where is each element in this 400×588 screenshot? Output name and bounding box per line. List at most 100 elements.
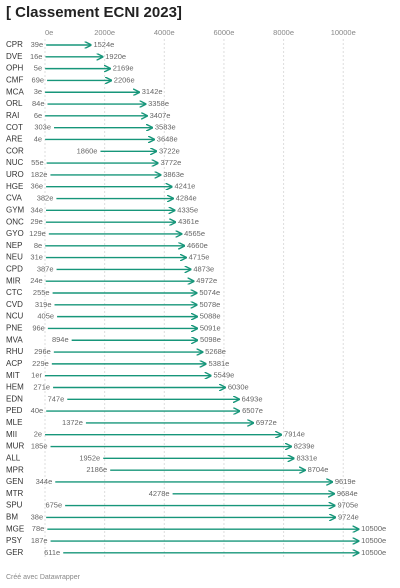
category-label: CVA xyxy=(6,194,23,203)
category-label: ONC xyxy=(6,217,24,226)
end-label: 5549e xyxy=(213,371,234,380)
x-tick-label: 8000e xyxy=(273,28,294,37)
start-label: 2e xyxy=(34,430,42,439)
category-label: MPR xyxy=(6,465,24,474)
end-label: 4361e xyxy=(178,217,199,226)
x-tick-label: 4000e xyxy=(154,28,175,37)
category-label: ALL xyxy=(6,453,21,462)
start-label: 6e xyxy=(34,111,42,120)
end-label: 4565e xyxy=(184,229,205,238)
start-label: 387e xyxy=(37,264,54,273)
start-label: 747e xyxy=(48,394,65,403)
category-label: MIT xyxy=(6,371,20,380)
start-label: 187e xyxy=(31,536,48,545)
category-label: MCA xyxy=(6,87,24,96)
category-label: CVD xyxy=(6,300,23,309)
end-label: 9619e xyxy=(335,477,356,486)
end-label: 9705e xyxy=(337,501,358,510)
x-tick-label: 0e xyxy=(45,28,53,37)
start-label: 38e xyxy=(31,512,44,521)
category-label: GYO xyxy=(6,229,24,238)
end-label: 8704e xyxy=(308,465,329,474)
start-label: 1er xyxy=(31,371,42,380)
end-label: 6507e xyxy=(242,406,263,415)
end-label: 8239e xyxy=(294,442,315,451)
start-label: 36e xyxy=(31,182,44,191)
end-label: 9724e xyxy=(338,512,359,521)
start-label: 675e xyxy=(45,501,62,510)
category-label: GEN xyxy=(6,477,24,486)
start-label: 611e xyxy=(44,548,60,557)
end-label: 5088e xyxy=(200,312,221,321)
end-label: 3648e xyxy=(157,134,178,143)
start-label: 182e xyxy=(31,170,48,179)
category-label: EDN xyxy=(6,394,23,403)
footer: Créé avec Datawrapper xyxy=(6,574,81,581)
category-label: HGE xyxy=(6,182,23,191)
end-label: 7914e xyxy=(284,430,305,439)
end-label: 4660e xyxy=(187,241,208,250)
end-label: 2169e xyxy=(113,64,134,73)
category-label: HEM xyxy=(6,383,24,392)
category-label: CPD xyxy=(6,264,23,273)
start-label: 303e xyxy=(34,123,51,132)
end-label: 3863e xyxy=(163,170,184,179)
end-label: 4241e xyxy=(174,182,195,191)
category-label: MGE xyxy=(6,524,24,533)
end-label: 6030e xyxy=(228,382,249,391)
start-label: 78e xyxy=(32,524,45,533)
category-label: GER xyxy=(6,548,24,557)
start-label: 296e xyxy=(34,347,51,356)
end-label: 4335e xyxy=(177,205,198,214)
category-label: CTC xyxy=(6,288,23,297)
start-label: 1952e xyxy=(79,453,100,462)
start-label: 1860e xyxy=(77,146,98,155)
category-label: MTR xyxy=(6,489,24,498)
start-label: 129e xyxy=(29,229,46,238)
end-label: 8331e xyxy=(296,453,317,462)
category-label: NUC xyxy=(6,158,24,167)
end-label: 10500e xyxy=(361,536,386,545)
start-label: 271e xyxy=(33,382,50,391)
category-label: DVE xyxy=(6,52,22,61)
start-label: 8e xyxy=(34,241,42,250)
start-label: 319e xyxy=(35,300,52,309)
category-label: OPH xyxy=(6,64,24,73)
start-label: 5e xyxy=(34,64,42,73)
category-label: RAI xyxy=(6,111,19,120)
category-label: NCU xyxy=(6,312,24,321)
end-label: 3722e xyxy=(159,146,180,155)
start-label: 16e xyxy=(30,52,43,61)
start-label: 29e xyxy=(30,217,43,226)
category-label: COR xyxy=(6,146,24,155)
category-label: SPU xyxy=(6,501,23,510)
end-label: 6972e xyxy=(256,418,277,427)
start-label: 229e xyxy=(32,359,49,368)
category-label: BM xyxy=(6,513,18,522)
end-label: 3583e xyxy=(155,123,176,132)
start-label: 55e xyxy=(31,158,44,167)
category-label: ORL xyxy=(6,99,23,108)
start-label: 39e xyxy=(31,40,44,49)
start-label: 40e xyxy=(31,406,44,415)
end-label: 4972e xyxy=(196,276,217,285)
category-label: NEU xyxy=(6,253,23,262)
end-label: 3142e xyxy=(142,87,163,96)
chart-title: [ Classement ECNI 2023] xyxy=(6,4,182,21)
x-tick-label: 2000e xyxy=(94,28,115,37)
category-label: CPR xyxy=(6,40,23,49)
end-label: 5078e xyxy=(199,300,220,309)
end-label: 5098e xyxy=(200,335,221,344)
category-label: ARE xyxy=(6,135,22,144)
start-label: 4278e xyxy=(149,489,170,498)
start-label: 255e xyxy=(33,288,50,297)
start-label: 69e xyxy=(32,75,45,84)
end-label: 4873e xyxy=(193,264,214,273)
start-label: 96e xyxy=(32,323,45,332)
start-label: 24e xyxy=(30,276,43,285)
end-label: 10500e xyxy=(361,548,386,557)
category-label: ACP xyxy=(6,359,22,368)
category-label: PED xyxy=(6,406,23,415)
category-label: URO xyxy=(6,170,24,179)
end-label: 2206e xyxy=(114,75,135,84)
